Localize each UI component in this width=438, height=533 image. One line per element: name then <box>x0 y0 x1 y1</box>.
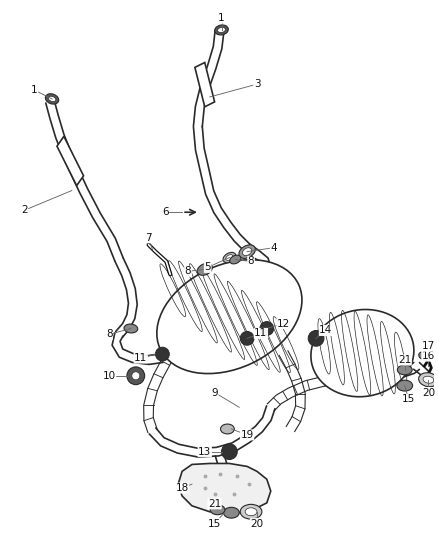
Ellipse shape <box>230 255 241 264</box>
Text: 1: 1 <box>218 13 225 23</box>
Text: 11: 11 <box>254 328 268 338</box>
Text: 1: 1 <box>31 85 38 95</box>
Text: 17: 17 <box>422 341 435 351</box>
Polygon shape <box>57 136 84 185</box>
Text: 12: 12 <box>277 319 290 328</box>
Circle shape <box>127 367 145 385</box>
Text: 7: 7 <box>145 233 152 243</box>
Text: 15: 15 <box>208 519 221 529</box>
Text: 13: 13 <box>198 447 212 457</box>
Ellipse shape <box>245 508 257 516</box>
Ellipse shape <box>220 424 234 434</box>
Text: 18: 18 <box>176 483 189 493</box>
Ellipse shape <box>124 324 138 333</box>
Text: 8: 8 <box>248 256 254 266</box>
Circle shape <box>308 330 324 346</box>
Ellipse shape <box>311 310 414 397</box>
Ellipse shape <box>215 25 228 35</box>
Circle shape <box>240 332 254 345</box>
Text: 4: 4 <box>270 243 277 253</box>
Text: 21: 21 <box>208 499 221 509</box>
Text: 2: 2 <box>21 205 28 215</box>
Polygon shape <box>178 464 271 514</box>
Text: 16: 16 <box>422 351 435 361</box>
Circle shape <box>260 321 274 335</box>
Circle shape <box>132 372 140 379</box>
Text: 10: 10 <box>102 371 116 381</box>
Text: 20: 20 <box>422 387 435 398</box>
Ellipse shape <box>239 245 255 259</box>
Ellipse shape <box>397 380 413 391</box>
Ellipse shape <box>397 365 412 375</box>
Text: 21: 21 <box>398 355 411 365</box>
Ellipse shape <box>157 260 302 374</box>
Text: 8: 8 <box>185 266 191 276</box>
Text: 8: 8 <box>106 329 113 340</box>
Ellipse shape <box>218 27 226 33</box>
Ellipse shape <box>423 376 434 383</box>
Text: 14: 14 <box>319 326 332 335</box>
Polygon shape <box>195 62 215 107</box>
Ellipse shape <box>197 263 212 276</box>
Ellipse shape <box>240 504 262 519</box>
Ellipse shape <box>223 253 236 263</box>
Text: 15: 15 <box>402 394 415 405</box>
Ellipse shape <box>243 248 252 255</box>
Ellipse shape <box>226 255 233 261</box>
Text: 11: 11 <box>134 353 147 363</box>
Ellipse shape <box>46 94 59 104</box>
Ellipse shape <box>210 505 225 515</box>
Ellipse shape <box>419 373 438 387</box>
Text: 6: 6 <box>162 207 169 217</box>
Circle shape <box>222 444 237 459</box>
Text: 19: 19 <box>240 430 254 440</box>
Text: 20: 20 <box>251 519 264 529</box>
Text: 3: 3 <box>254 79 260 89</box>
Ellipse shape <box>48 96 56 102</box>
Ellipse shape <box>419 352 430 360</box>
Text: 5: 5 <box>205 262 211 272</box>
Text: 9: 9 <box>211 387 218 398</box>
Circle shape <box>155 347 169 361</box>
Ellipse shape <box>223 507 239 518</box>
